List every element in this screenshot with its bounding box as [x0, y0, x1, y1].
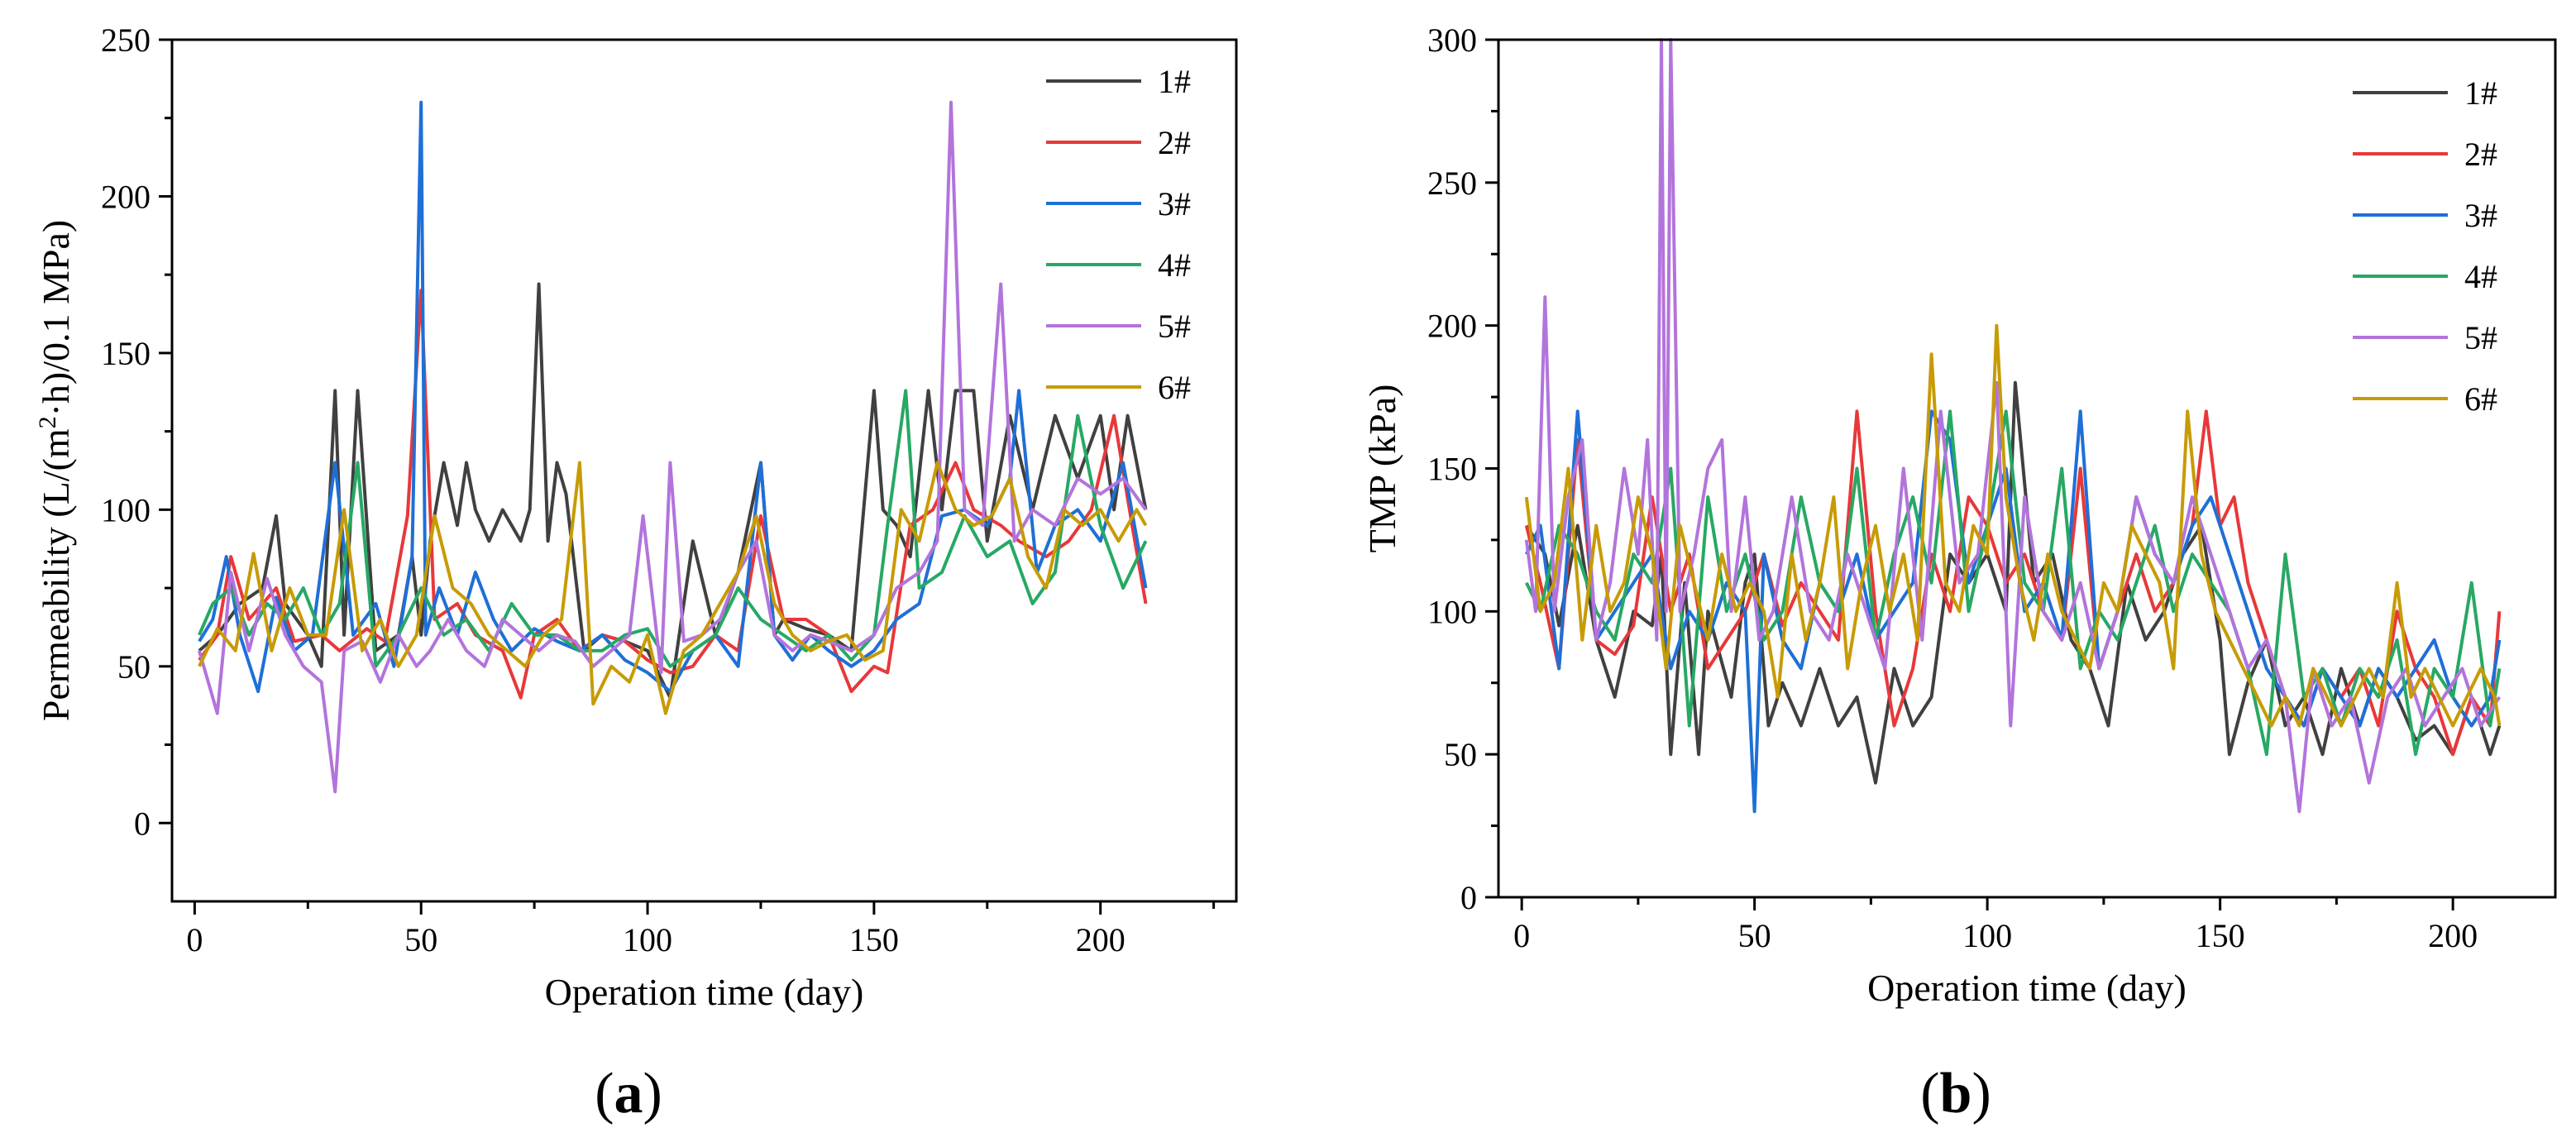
chart-b-xtick-label: 50 [1738, 917, 1771, 954]
chart-b-ytick-label: 200 [1427, 308, 1477, 345]
chart-a-plot-area [197, 100, 1148, 794]
chart-b-xtick-label: 100 [1962, 917, 2012, 954]
chart-b-caption: (b) [1920, 1062, 1991, 1125]
chart-b-legend: 1# 2# 3# 4# 5# 6# [2353, 74, 2497, 418]
chart-b-legend-label: 1# [2464, 74, 2497, 112]
chart-a-legend-label: 3# [1158, 185, 1191, 222]
chart-a-ytick-label: 250 [101, 22, 151, 59]
chart-a-xtick-label: 0 [186, 921, 203, 958]
chart-a-ytick-label: 100 [101, 491, 151, 528]
chart-a-legend-label: 2# [1158, 124, 1191, 161]
chart-b-legend-label: 3# [2464, 197, 2497, 234]
chart-a-legend-label: 5# [1158, 308, 1191, 345]
chart-a-series-5 [197, 100, 1148, 794]
chart-a-xtick-label: 150 [849, 921, 899, 958]
chart-b-ylabel: TMP (kPa) [1361, 384, 1403, 552]
chart-b-xtick-label: 0 [1513, 917, 1530, 954]
chart-a-ytick-label: 150 [101, 335, 151, 372]
chart-b-xtick-label: 200 [2428, 917, 2478, 954]
chart-a-xtick-label: 100 [623, 921, 672, 958]
chart-b-ytick-label: 0 [1460, 879, 1477, 916]
chart-a-legend: 1# 2# 3# 4# 5# 6# [1046, 63, 1191, 406]
chart-b-plot-area [1524, 38, 2502, 814]
panel-a: 0 50 100 150 200 0 50 100 150 200 250 Operation tim… [34, 22, 1238, 1125]
chart-a-legend-label: 6# [1158, 369, 1191, 406]
chart-a-xtick-label: 50 [404, 921, 437, 958]
chart-b-legend-label: 4# [2464, 258, 2497, 295]
chart-b-series-5 [1524, 38, 2502, 814]
panel-b: 0 50 100 150 200 0 50 100 150 200 250 300 Operation … [1361, 22, 2557, 1125]
chart-a-xtick-label: 200 [1076, 921, 1126, 958]
chart-b-ytick-label: 250 [1427, 165, 1477, 202]
chart-a-ytick-label: 50 [117, 648, 151, 686]
chart-b-ytick-label: 150 [1427, 451, 1477, 488]
chart-a-xlabel: Operation time (day) [545, 971, 864, 1013]
chart-a-ylabel: Permeability (L/(m2·h)/0.1 MPa) [34, 220, 78, 722]
chart-a-legend-label: 4# [1158, 246, 1191, 284]
chart-b-xtick-label: 150 [2196, 917, 2245, 954]
chart-b-series-1 [1525, 380, 2502, 785]
chart-a-caption: (a) [595, 1062, 662, 1125]
chart-b-ytick-label: 100 [1427, 593, 1477, 630]
chart-b-ytick-label: 300 [1427, 22, 1477, 59]
chart-b-series-6 [1524, 323, 2502, 728]
chart-a-series-6 [198, 461, 1148, 715]
chart-a-ytick-label: 0 [134, 805, 151, 842]
chart-a-frame [170, 38, 1238, 903]
chart-b-ytick-label: 50 [1444, 736, 1477, 773]
chart-b-legend-label: 5# [2464, 319, 2497, 356]
chart-b-xlabel: Operation time (day) [1867, 967, 2186, 1009]
chart-b-legend-label: 2# [2464, 136, 2497, 173]
chart-b-legend-label: 6# [2464, 380, 2497, 418]
chart-a-legend-label: 1# [1158, 63, 1191, 100]
chart-a-ytick-label: 200 [101, 178, 151, 215]
